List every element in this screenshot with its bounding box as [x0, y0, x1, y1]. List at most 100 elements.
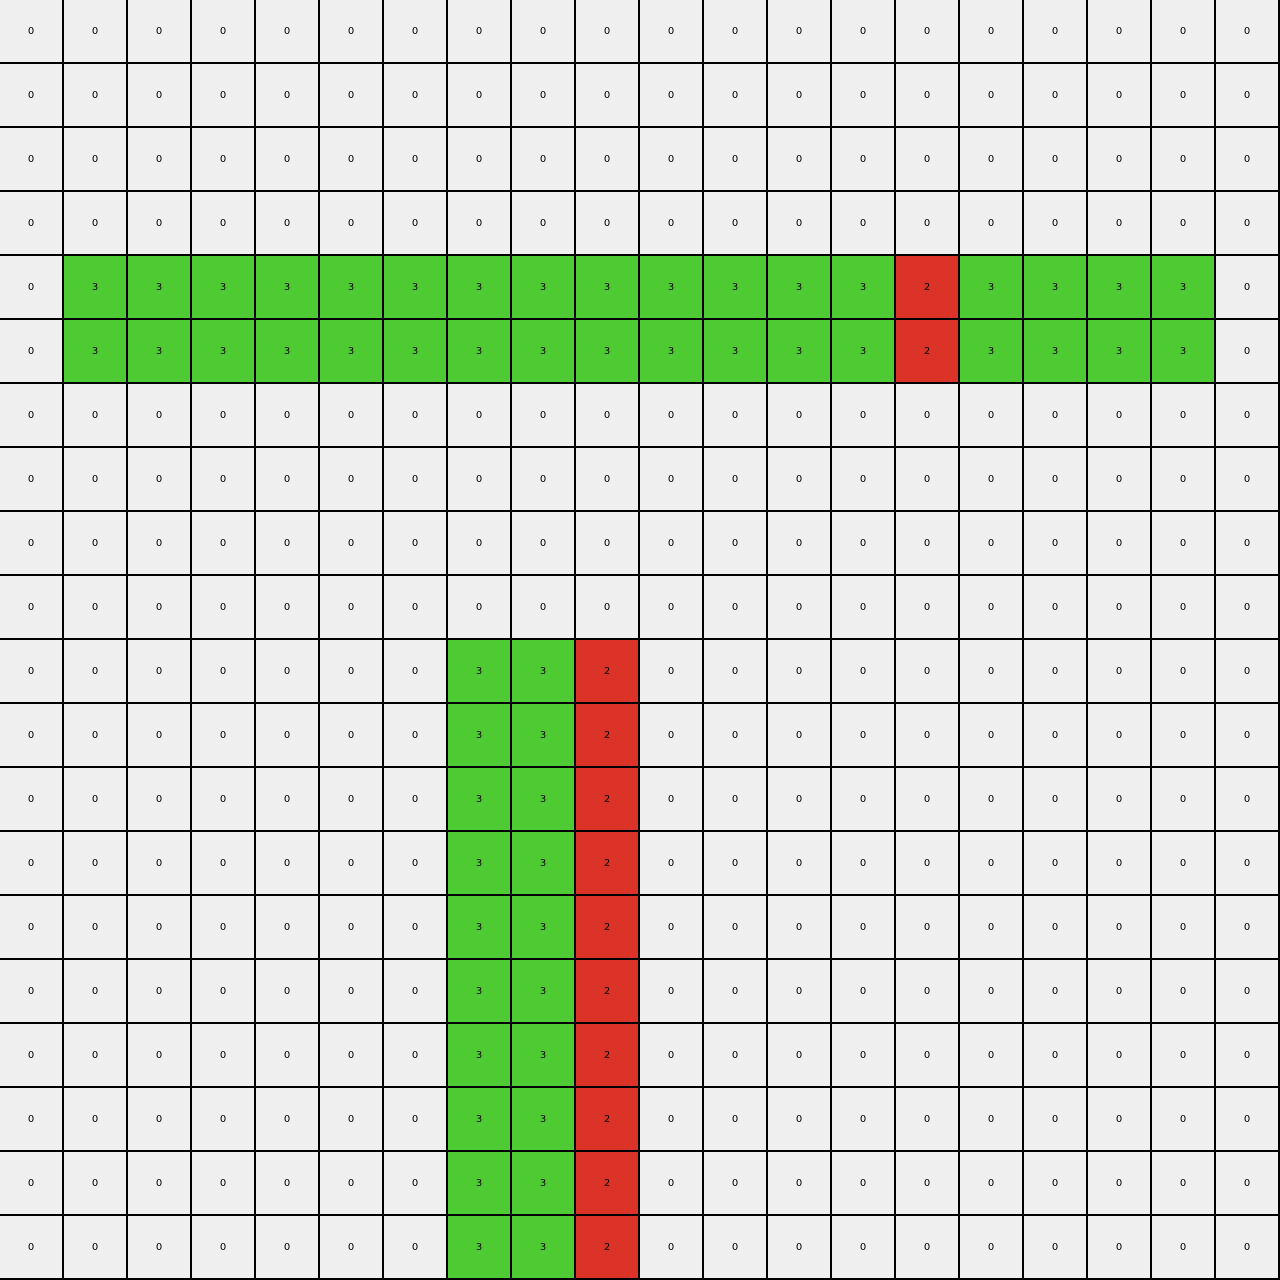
grid-cell[interactable]: 0: [640, 512, 702, 574]
grid-cell[interactable]: 0: [960, 64, 1022, 126]
grid-cell[interactable]: 0: [768, 1088, 830, 1150]
grid-cell[interactable]: 0: [320, 384, 382, 446]
grid-cell[interactable]: 0: [768, 768, 830, 830]
grid-cell[interactable]: 0: [960, 576, 1022, 638]
grid-cell[interactable]: 0: [1152, 512, 1214, 574]
grid-cell[interactable]: 0: [192, 448, 254, 510]
grid-cell[interactable]: 0: [1216, 640, 1278, 702]
grid-cell[interactable]: 0: [384, 1216, 446, 1278]
grid-cell[interactable]: 0: [896, 576, 958, 638]
grid-cell[interactable]: 0: [192, 1216, 254, 1278]
grid-cell[interactable]: 0: [1024, 64, 1086, 126]
grid-cell[interactable]: 3: [832, 320, 894, 382]
grid-cell[interactable]: 0: [0, 192, 62, 254]
grid-cell[interactable]: 0: [1088, 128, 1150, 190]
grid-cell[interactable]: 0: [1024, 1024, 1086, 1086]
grid-cell[interactable]: 0: [0, 768, 62, 830]
grid-cell[interactable]: 0: [704, 640, 766, 702]
grid-cell[interactable]: 0: [896, 384, 958, 446]
grid-cell[interactable]: 2: [576, 1088, 638, 1150]
grid-cell[interactable]: 0: [64, 1024, 126, 1086]
grid-cell[interactable]: 3: [448, 896, 510, 958]
grid-cell[interactable]: 0: [768, 960, 830, 1022]
grid-cell[interactable]: 0: [384, 832, 446, 894]
grid-cell[interactable]: 0: [320, 960, 382, 1022]
grid-cell[interactable]: 3: [448, 256, 510, 318]
grid-cell[interactable]: 0: [960, 1088, 1022, 1150]
grid-cell[interactable]: 0: [1088, 1152, 1150, 1214]
grid-cell[interactable]: 0: [896, 704, 958, 766]
grid-cell[interactable]: 2: [576, 768, 638, 830]
grid-cell[interactable]: 0: [832, 64, 894, 126]
grid-cell[interactable]: 0: [512, 0, 574, 62]
grid-cell[interactable]: 0: [960, 960, 1022, 1022]
grid-cell[interactable]: 0: [704, 512, 766, 574]
grid-cell[interactable]: 3: [704, 256, 766, 318]
grid-cell[interactable]: 0: [320, 448, 382, 510]
grid-cell[interactable]: 0: [1216, 1088, 1278, 1150]
grid-cell[interactable]: 0: [320, 1024, 382, 1086]
grid-cell[interactable]: 0: [1024, 1088, 1086, 1150]
grid-cell[interactable]: 0: [1088, 448, 1150, 510]
grid-cell[interactable]: 2: [576, 1024, 638, 1086]
grid-cell[interactable]: 0: [192, 64, 254, 126]
grid-cell[interactable]: 3: [1152, 256, 1214, 318]
grid-cell[interactable]: 0: [1216, 128, 1278, 190]
grid-cell[interactable]: 0: [896, 192, 958, 254]
grid-cell[interactable]: 0: [1152, 896, 1214, 958]
grid-cell[interactable]: 0: [832, 896, 894, 958]
grid-cell[interactable]: 0: [384, 1024, 446, 1086]
grid-cell[interactable]: 0: [1152, 192, 1214, 254]
grid-cell[interactable]: 0: [896, 1152, 958, 1214]
grid-cell[interactable]: 0: [256, 1088, 318, 1150]
grid-cell[interactable]: 0: [192, 128, 254, 190]
grid-cell[interactable]: 0: [256, 128, 318, 190]
grid-cell[interactable]: 0: [128, 512, 190, 574]
grid-cell[interactable]: 0: [320, 704, 382, 766]
grid-cell[interactable]: 3: [448, 1024, 510, 1086]
grid-cell[interactable]: 0: [1216, 256, 1278, 318]
grid-cell[interactable]: 0: [768, 512, 830, 574]
grid-cell[interactable]: 0: [192, 1088, 254, 1150]
grid-cell[interactable]: 0: [256, 512, 318, 574]
grid-cell[interactable]: 0: [128, 832, 190, 894]
grid-cell[interactable]: 0: [832, 128, 894, 190]
grid-cell[interactable]: 0: [128, 0, 190, 62]
grid-cell[interactable]: 0: [704, 576, 766, 638]
grid-cell[interactable]: 0: [768, 1152, 830, 1214]
grid-cell[interactable]: 3: [448, 704, 510, 766]
grid-cell[interactable]: 0: [256, 960, 318, 1022]
grid-cell[interactable]: 0: [192, 832, 254, 894]
grid-cell[interactable]: 2: [576, 704, 638, 766]
grid-cell[interactable]: 0: [320, 576, 382, 638]
grid-cell[interactable]: 0: [1152, 768, 1214, 830]
grid-cell[interactable]: 3: [512, 768, 574, 830]
grid-cell[interactable]: 0: [448, 0, 510, 62]
grid-cell[interactable]: 0: [1088, 832, 1150, 894]
grid-cell[interactable]: 0: [320, 640, 382, 702]
grid-cell[interactable]: 0: [0, 704, 62, 766]
grid-cell[interactable]: 0: [576, 64, 638, 126]
grid-cell[interactable]: 0: [64, 896, 126, 958]
grid-cell[interactable]: 0: [512, 64, 574, 126]
grid-cell[interactable]: 0: [256, 384, 318, 446]
grid-cell[interactable]: 3: [512, 832, 574, 894]
grid-cell[interactable]: 0: [640, 1152, 702, 1214]
grid-cell[interactable]: 0: [768, 0, 830, 62]
grid-cell[interactable]: 0: [768, 704, 830, 766]
grid-cell[interactable]: 0: [832, 384, 894, 446]
grid-cell[interactable]: 0: [640, 1024, 702, 1086]
grid-cell[interactable]: 0: [128, 384, 190, 446]
grid-cell[interactable]: 0: [1216, 768, 1278, 830]
grid-cell[interactable]: 0: [192, 768, 254, 830]
grid-cell[interactable]: 0: [192, 384, 254, 446]
grid-cell[interactable]: 0: [64, 640, 126, 702]
grid-cell[interactable]: 3: [448, 320, 510, 382]
grid-cell[interactable]: 0: [448, 128, 510, 190]
grid-cell[interactable]: 0: [192, 576, 254, 638]
grid-cell[interactable]: 0: [832, 512, 894, 574]
grid-cell[interactable]: 0: [832, 640, 894, 702]
grid-cell[interactable]: 0: [1152, 384, 1214, 446]
grid-cell[interactable]: 0: [1216, 704, 1278, 766]
grid-cell[interactable]: 0: [384, 0, 446, 62]
